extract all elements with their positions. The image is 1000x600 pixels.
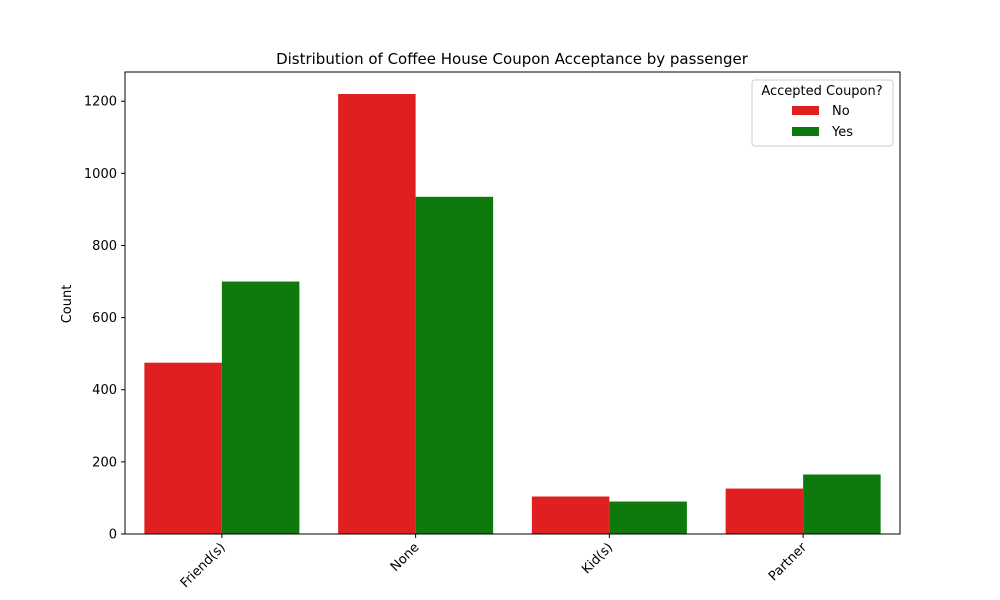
- legend-title: Accepted Coupon?: [761, 84, 882, 99]
- bar-yes-none: [415, 196, 494, 535]
- legend-label-no: No: [832, 104, 850, 119]
- x-tick-label: Friend(s): [178, 540, 229, 591]
- legend-box: [751, 79, 894, 147]
- y-axis-label: Count: [60, 285, 75, 324]
- x-tick-label: None: [388, 540, 423, 575]
- bar-no-kids: [531, 496, 610, 534]
- y-tick-label: 1200: [84, 95, 117, 110]
- legend-swatch-no: [792, 106, 819, 115]
- x-tick-label: Kid(s): [579, 540, 616, 577]
- bar-yes-friends: [221, 281, 300, 534]
- y-axis: 0 200 400 600 800 1000 1200: [84, 95, 125, 543]
- bars: [144, 94, 881, 535]
- y-tick-label: 600: [92, 311, 117, 326]
- bar-yes-kids: [609, 501, 687, 534]
- legend: Accepted Coupon? No Yes: [751, 79, 894, 147]
- y-tick-label: 0: [109, 528, 117, 543]
- plot-frame: [124, 71, 901, 535]
- bar-no-none: [338, 94, 416, 534]
- y-tick-label: 1000: [84, 167, 117, 182]
- legend-label-yes: Yes: [831, 125, 853, 140]
- bar-no-partner: [725, 488, 804, 534]
- y-tick-label: 400: [92, 383, 117, 398]
- y-tick-label: 800: [92, 239, 117, 254]
- x-axis: Friend(s) None Kid(s) Partner: [178, 534, 810, 591]
- x-tick-label: Partner: [766, 540, 810, 584]
- chart-title: Distribution of Coffee House Coupon Acce…: [276, 50, 749, 68]
- y-tick-label: 200: [92, 455, 117, 470]
- bar-yes-partner: [803, 474, 881, 534]
- bar-no-friends: [144, 362, 222, 534]
- legend-swatch-yes: [792, 127, 819, 136]
